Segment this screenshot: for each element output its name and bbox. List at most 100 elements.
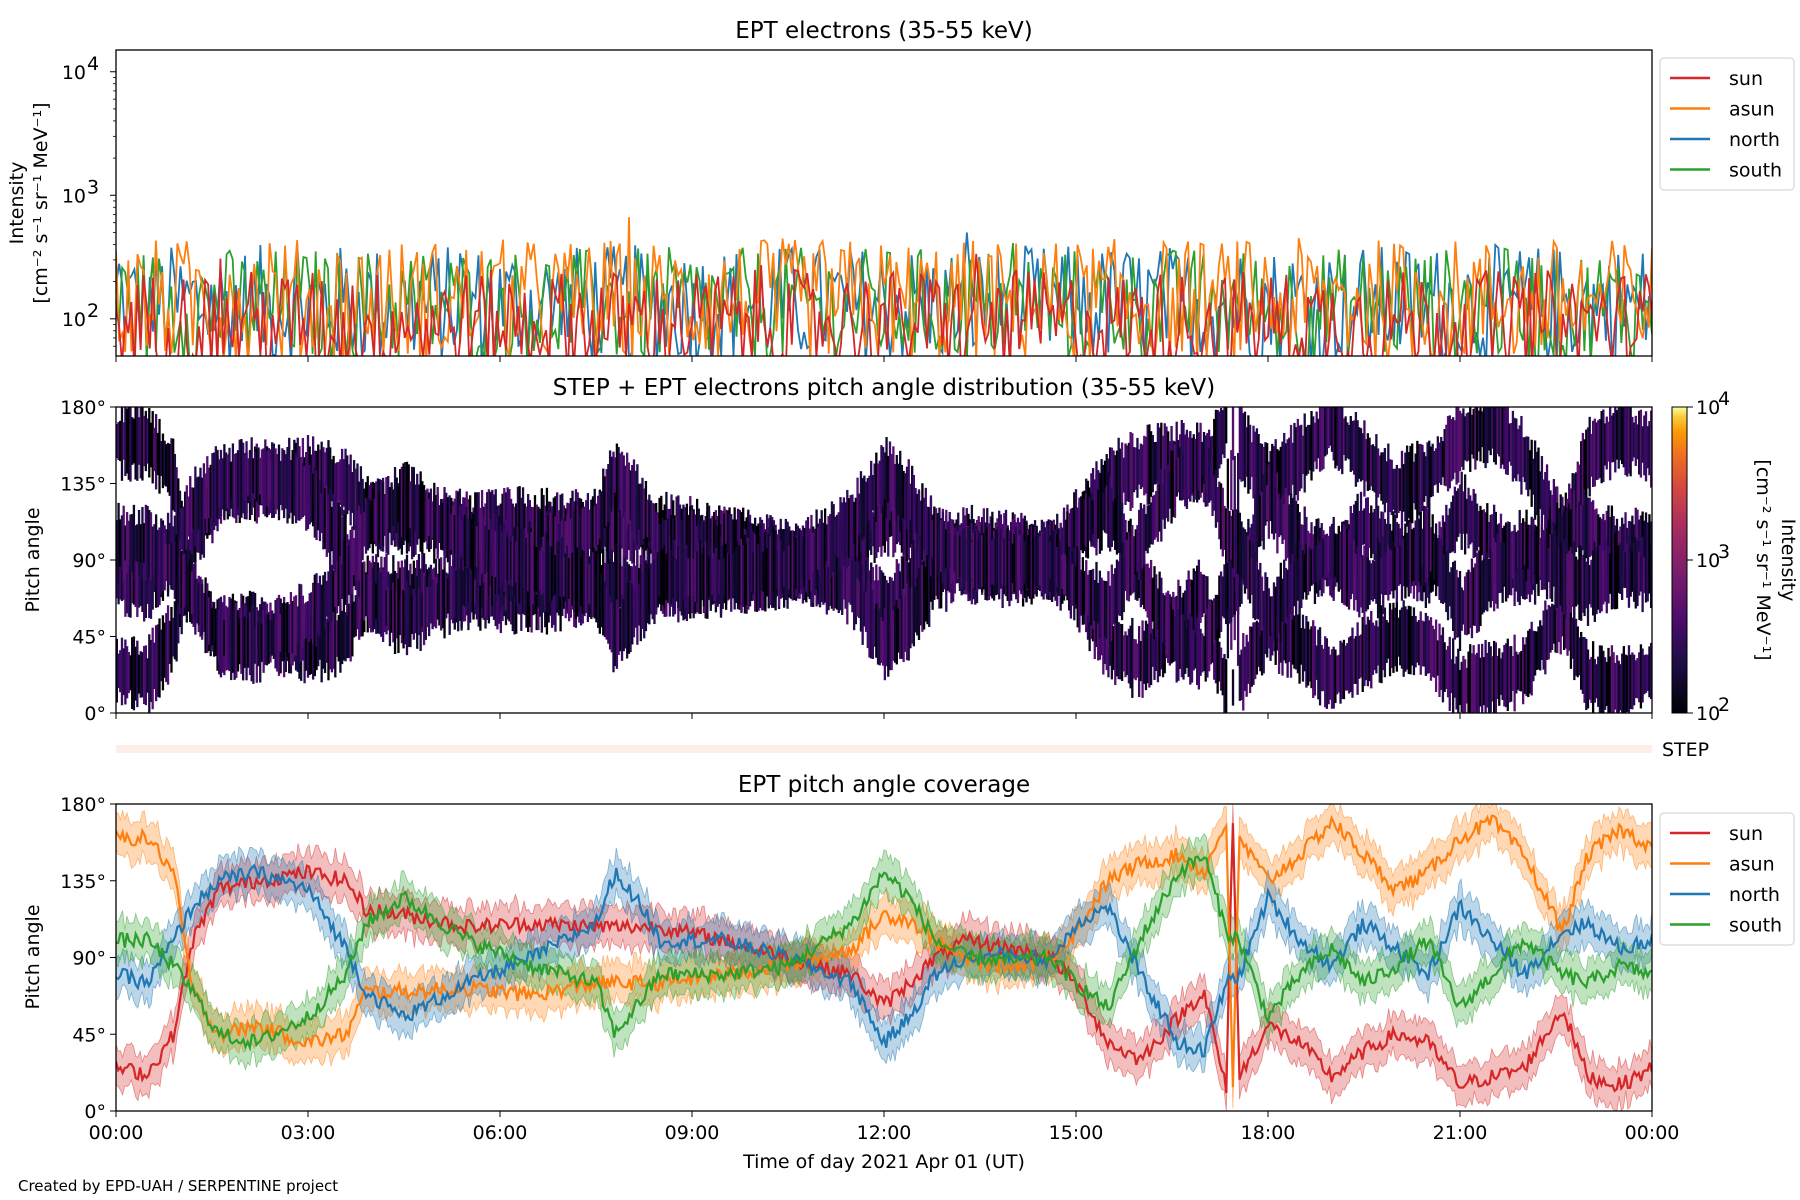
pad-cell bbox=[168, 443, 171, 496]
pad-cell bbox=[542, 577, 545, 613]
pad-cell bbox=[330, 506, 334, 552]
pad-cell bbox=[730, 540, 733, 612]
pad-cell bbox=[1646, 522, 1649, 566]
pad-cell bbox=[1202, 431, 1206, 485]
pad-cell bbox=[368, 564, 371, 629]
pad-cell bbox=[1110, 614, 1113, 680]
pad-cell bbox=[1619, 407, 1622, 461]
pad-cell bbox=[1172, 451, 1175, 518]
pad-cell bbox=[1317, 418, 1320, 459]
pad-cell bbox=[1265, 443, 1269, 522]
pad-cell bbox=[419, 570, 422, 651]
pad-cell bbox=[1503, 542, 1506, 586]
pad-cell bbox=[760, 553, 764, 591]
pad-cell bbox=[610, 602, 613, 653]
pad-cell bbox=[1148, 505, 1151, 548]
pad-cell bbox=[1612, 413, 1615, 463]
pad-cell bbox=[808, 528, 811, 580]
pad-cell bbox=[267, 451, 270, 507]
pad-cell bbox=[363, 561, 366, 621]
pad-cell bbox=[1571, 553, 1574, 607]
pad-cell bbox=[1626, 543, 1629, 598]
pad-cell bbox=[1537, 626, 1540, 670]
pad-cell bbox=[352, 538, 356, 576]
pad-cell bbox=[378, 572, 381, 635]
pad-cell bbox=[878, 460, 881, 503]
pad-cell bbox=[451, 505, 455, 561]
pad-cell bbox=[760, 530, 764, 576]
pad-cell bbox=[139, 561, 142, 607]
pad-cell bbox=[875, 452, 878, 522]
pad-cell bbox=[753, 534, 757, 612]
pad-cell bbox=[385, 589, 388, 626]
pad-cell bbox=[1056, 546, 1059, 587]
pad-cell bbox=[347, 603, 351, 658]
pad-cell bbox=[513, 506, 516, 548]
pad-cell bbox=[866, 478, 869, 524]
pad-cell bbox=[1279, 562, 1282, 643]
pad-cell bbox=[1247, 535, 1250, 600]
pad-cell bbox=[1583, 439, 1586, 498]
pad-cell bbox=[1407, 605, 1410, 675]
pad-cell bbox=[1254, 494, 1257, 575]
pad-cell bbox=[1532, 458, 1535, 495]
pad-cell bbox=[1433, 533, 1436, 580]
pad-cell bbox=[665, 520, 668, 566]
pad-cell bbox=[1463, 659, 1467, 713]
pad-cell bbox=[1090, 492, 1093, 543]
pad-cell bbox=[899, 598, 902, 659]
pad-cell bbox=[1295, 616, 1298, 670]
pad-cell bbox=[460, 520, 463, 557]
pad-cell bbox=[856, 477, 859, 557]
pad-cell bbox=[151, 545, 154, 610]
pad-cell bbox=[810, 514, 813, 591]
pad-cell bbox=[1600, 410, 1603, 484]
pad-cell bbox=[410, 596, 414, 635]
pad-cell bbox=[1530, 621, 1533, 696]
pad-cell bbox=[1126, 635, 1129, 676]
pad-cell bbox=[1231, 545, 1235, 618]
pad-cell bbox=[194, 579, 197, 618]
pad-cell bbox=[1486, 652, 1489, 708]
pad-cell bbox=[364, 572, 368, 617]
pad-cell bbox=[1631, 416, 1634, 462]
pad-cell bbox=[1257, 503, 1260, 548]
pad-cell bbox=[1385, 620, 1388, 663]
pad-cell bbox=[132, 418, 136, 464]
pad-cell bbox=[1591, 500, 1595, 560]
pad-cell bbox=[723, 513, 726, 573]
pad-cell bbox=[1015, 526, 1018, 600]
pad-cell bbox=[684, 547, 687, 607]
pad-cell bbox=[1173, 616, 1177, 662]
pad-cell bbox=[1161, 484, 1165, 520]
pad-cell bbox=[1419, 611, 1422, 675]
pad-cell bbox=[699, 540, 702, 614]
pad-cell bbox=[1137, 626, 1141, 698]
pad-cell bbox=[1528, 450, 1532, 490]
pad-cell bbox=[625, 452, 629, 530]
pad-cell bbox=[1342, 523, 1346, 605]
pad-cell bbox=[1576, 559, 1579, 605]
pad-cell bbox=[1146, 505, 1149, 554]
pad-cell bbox=[1559, 511, 1562, 561]
pad-cell bbox=[1632, 542, 1636, 602]
pad-cell bbox=[1445, 551, 1448, 613]
pad-cell bbox=[1638, 652, 1641, 703]
pad-cell bbox=[847, 566, 851, 603]
pad-cell bbox=[600, 573, 603, 628]
pad-cell bbox=[1185, 627, 1189, 668]
pad-cell bbox=[1366, 433, 1369, 491]
pad-cell bbox=[429, 587, 433, 624]
pad-cell bbox=[866, 581, 869, 649]
pad-cell bbox=[1481, 411, 1484, 448]
pad-cell bbox=[132, 504, 136, 582]
pad-cell bbox=[1322, 648, 1325, 692]
pad-cell bbox=[1242, 413, 1245, 481]
pad-cell bbox=[443, 557, 446, 639]
pad-cell bbox=[585, 500, 588, 563]
pad-cell bbox=[1433, 451, 1436, 486]
pad-cell bbox=[1291, 617, 1294, 665]
pad-cell bbox=[1218, 411, 1221, 469]
pad-cell bbox=[1260, 491, 1264, 541]
panel4-plot-area bbox=[116, 804, 1652, 1111]
